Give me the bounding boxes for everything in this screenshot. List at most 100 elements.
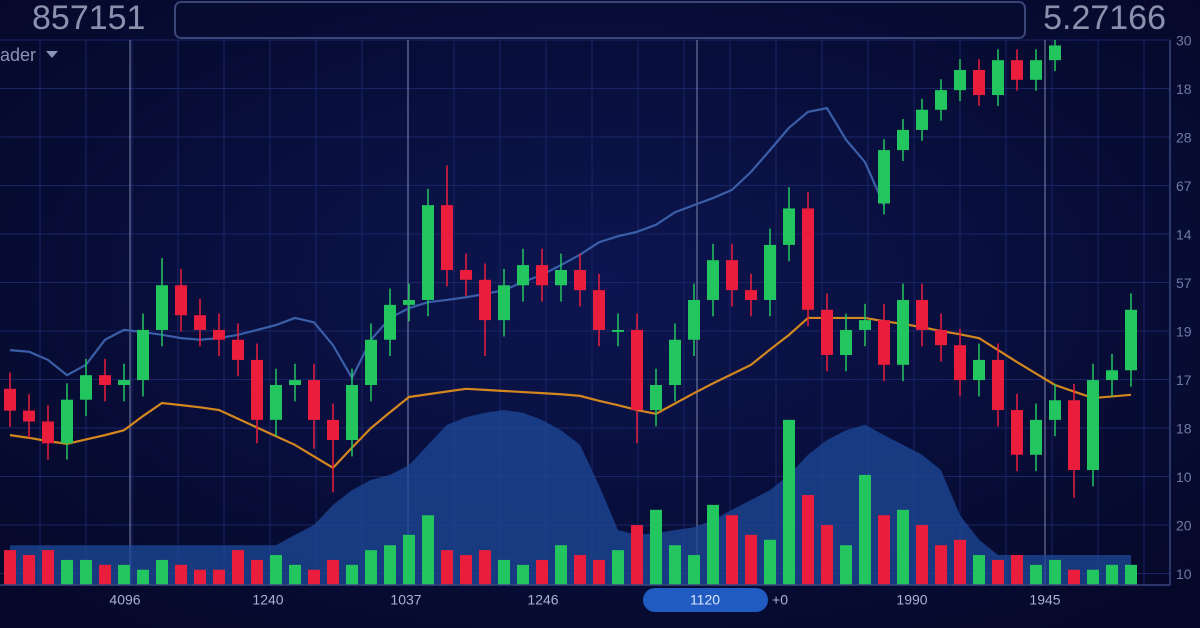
candle-body	[1030, 60, 1042, 80]
x-axis-label: 1240	[252, 592, 283, 608]
volume-bar	[536, 559, 548, 585]
volume-bar	[688, 555, 700, 585]
candle-body	[213, 329, 225, 340]
candle-body	[897, 299, 909, 365]
x-axis-label: 1246	[527, 592, 558, 608]
volume-bar	[346, 564, 358, 585]
candle-body	[574, 269, 586, 291]
volume-bar	[175, 564, 187, 585]
candle-body	[403, 299, 415, 305]
volume-bar	[1106, 564, 1118, 585]
candle-body	[954, 69, 966, 91]
candle-body	[308, 380, 320, 420]
y-axis-label: 10	[1176, 566, 1192, 582]
x-axis-label: +0	[772, 592, 788, 608]
volume-bar	[80, 559, 92, 585]
volume-bar	[593, 559, 605, 585]
volume-bar	[1030, 564, 1042, 585]
candle-body	[935, 329, 947, 346]
volume-bar	[821, 525, 833, 585]
header-right-value: 5.27166	[1043, 0, 1166, 37]
candle-body	[707, 260, 719, 300]
y-axis-label: 57	[1176, 275, 1192, 291]
candle-body	[1030, 419, 1042, 455]
candle-body	[935, 90, 947, 110]
indicator-line	[9, 106, 886, 381]
candle-body	[460, 269, 472, 280]
volume-bar	[156, 559, 168, 585]
y-axis-label: 18	[1176, 81, 1192, 97]
volume-bar	[327, 559, 339, 585]
candle-body	[384, 304, 396, 340]
y-axis-label: 17	[1176, 372, 1192, 388]
candle-body	[536, 265, 548, 286]
candle-body	[555, 269, 567, 286]
candle-body	[992, 60, 1004, 96]
volume-bar	[61, 559, 73, 585]
volume-bar	[251, 559, 263, 585]
volume-bar	[270, 555, 282, 585]
volume-bar	[384, 545, 396, 585]
candle-body	[897, 129, 909, 151]
candle-body	[1125, 309, 1137, 371]
candle-body	[992, 359, 1004, 411]
header-box	[174, 1, 1026, 39]
candle-body	[764, 244, 776, 300]
volume-bar	[612, 550, 624, 585]
y-axis-label: 14	[1176, 227, 1192, 243]
candle-body	[878, 150, 890, 204]
volume-bar	[650, 509, 662, 585]
candle-body	[42, 421, 54, 444]
candle-body	[23, 410, 35, 422]
candle-body	[1049, 45, 1061, 61]
candle-body	[99, 375, 111, 385]
volume-bar	[422, 515, 434, 585]
volume-bar	[42, 550, 54, 585]
volume-bar	[916, 525, 928, 585]
candle-body	[916, 299, 928, 330]
indicator-label[interactable]: ader	[0, 45, 36, 65]
volume-bar	[308, 569, 320, 585]
candle-body	[1011, 410, 1023, 455]
candle-body	[802, 208, 814, 310]
candle-body	[973, 69, 985, 96]
volume-profile-area	[10, 410, 1131, 585]
volume-bar	[137, 569, 149, 585]
candle-body	[346, 384, 358, 441]
volume-bar	[859, 474, 871, 585]
x-axis-label: 1037	[390, 592, 421, 608]
volume-bar	[745, 534, 757, 585]
volume-bar	[631, 525, 643, 585]
volume-bar	[954, 539, 966, 585]
volume-bar	[460, 555, 472, 585]
candle-body	[251, 359, 263, 420]
volume-bar	[289, 564, 301, 585]
y-axis-label: 10	[1176, 469, 1192, 485]
candle-body	[631, 329, 643, 411]
volume-bar	[802, 495, 814, 585]
candle-body	[726, 260, 738, 291]
volume-bar	[498, 559, 510, 585]
volume-bar	[840, 545, 852, 585]
candle-body	[1049, 400, 1061, 420]
candle-body	[232, 339, 244, 360]
volume-bar	[194, 569, 206, 585]
candle-body	[783, 208, 795, 245]
candle-body	[650, 384, 662, 411]
candle-body	[118, 380, 130, 385]
dropdown-arrow[interactable]	[46, 51, 58, 58]
candle-body	[175, 285, 187, 316]
candle-body	[1087, 380, 1099, 471]
volume-bar	[555, 545, 567, 585]
volume-bar	[897, 509, 909, 585]
volume-bar	[574, 555, 586, 585]
candle-body	[688, 299, 700, 340]
candle-body	[821, 309, 833, 356]
candle-body	[270, 384, 282, 420]
volume-bar	[764, 539, 776, 585]
candle-body	[422, 205, 434, 300]
candle-body	[80, 375, 92, 400]
volume-bar	[935, 545, 947, 585]
volume-bar	[783, 419, 795, 585]
